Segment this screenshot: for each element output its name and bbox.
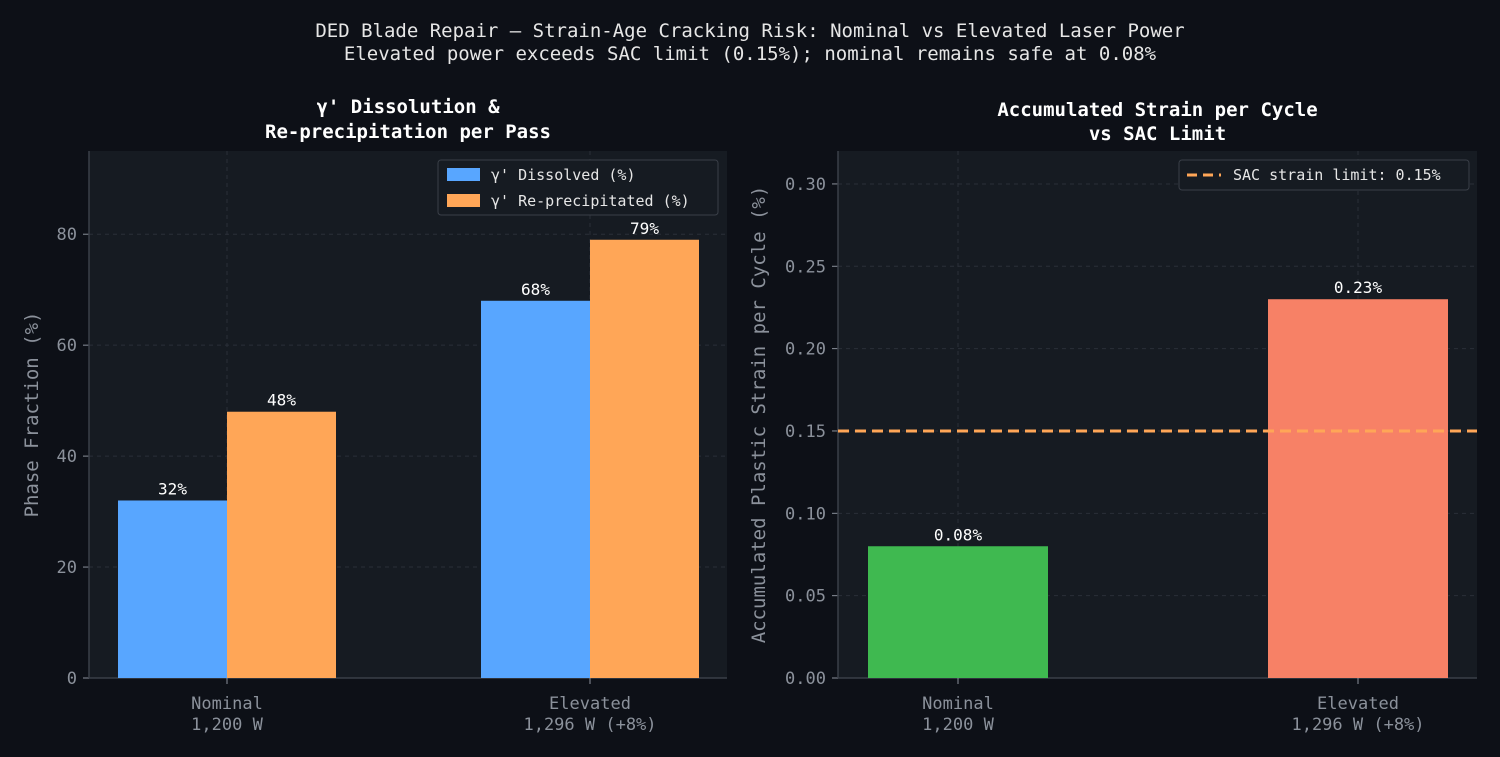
x-tick-label: 1,296 W (+8%) bbox=[1291, 715, 1424, 735]
y-axis-label: Phase Fraction (%) bbox=[21, 312, 43, 518]
x-tick-label: 1,296 W (+8%) bbox=[523, 715, 656, 735]
legend-label: SAC strain limit: 0.15% bbox=[1233, 166, 1441, 184]
y-tick-label: 0.00 bbox=[785, 669, 826, 689]
legend: SAC strain limit: 0.15% bbox=[1178, 159, 1470, 191]
data-label: 48% bbox=[267, 391, 296, 410]
legend: γ' Dissolved (%) γ' Re-precipitated (%) bbox=[437, 159, 719, 216]
y-tick-label: 0.05 bbox=[785, 587, 826, 607]
y-tick-label: 0.20 bbox=[785, 340, 826, 360]
x-tick-label: 1,200 W bbox=[922, 715, 994, 735]
legend-box bbox=[437, 159, 719, 216]
y-tick-label: 0.15 bbox=[785, 422, 826, 442]
panel-title: Re-precipitation per Pass bbox=[265, 121, 551, 143]
chart-suptitle: DED Blade Repair — Strain-Age Cracking R… bbox=[315, 20, 1185, 42]
panel-strain: 0.00 0.05 0.10 0.15 0.20 0.25 0.30 0.08% 0.23% No… bbox=[748, 99, 1477, 735]
x-tick-label: 1,200 W bbox=[191, 715, 263, 735]
legend-label: γ' Dissolved (%) bbox=[491, 166, 636, 184]
legend-swatch bbox=[447, 168, 480, 181]
x-tick-label: Nominal bbox=[191, 694, 263, 714]
x-tick-label: Nominal bbox=[922, 694, 994, 714]
data-label: 0.08% bbox=[934, 525, 983, 544]
y-tick-label: 60 bbox=[57, 336, 77, 356]
bar-reprecipitated bbox=[227, 411, 336, 678]
x-tick-label: Elevated bbox=[1317, 694, 1399, 714]
panel-title: Accumulated Strain per Cycle bbox=[997, 99, 1317, 121]
legend-swatch bbox=[447, 194, 480, 207]
bar-strain-elevated bbox=[1268, 299, 1448, 678]
panel-title: vs SAC Limit bbox=[1089, 123, 1226, 145]
y-axis-label: Accumulated Plastic Strain per Cycle (%) bbox=[748, 186, 770, 644]
y-tick-label: 80 bbox=[57, 225, 77, 245]
data-label: 32% bbox=[158, 479, 187, 498]
bar-dissolved bbox=[118, 500, 227, 678]
y-tick-label: 40 bbox=[57, 447, 77, 467]
y-tick-label: 0.10 bbox=[785, 504, 826, 524]
legend-box bbox=[1178, 159, 1470, 191]
y-tick-label: 0 bbox=[67, 669, 77, 689]
bar-strain-nominal bbox=[868, 546, 1048, 678]
bar-reprecipitated bbox=[590, 239, 699, 679]
data-label: 0.23% bbox=[1334, 278, 1383, 297]
legend-label: γ' Re-precipitated (%) bbox=[491, 192, 690, 210]
data-label: 79% bbox=[630, 219, 659, 238]
x-tick-label: Elevated bbox=[549, 694, 631, 714]
chart-subtitle: Elevated power exceeds SAC limit (0.15%)… bbox=[343, 43, 1157, 65]
y-tick-label: 0.25 bbox=[785, 257, 826, 277]
y-tick-label: 20 bbox=[57, 558, 77, 578]
bar-dissolved bbox=[481, 300, 590, 678]
data-label: 68% bbox=[521, 280, 550, 299]
panel-title: γ' Dissolution & bbox=[316, 96, 500, 118]
y-tick-label: 0.30 bbox=[785, 175, 826, 195]
